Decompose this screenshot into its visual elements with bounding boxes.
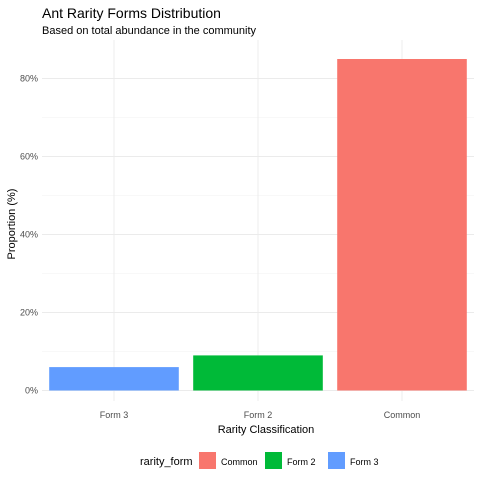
y-tick-label: 20%: [20, 308, 38, 318]
x-tick-label: Form 2: [244, 410, 273, 420]
bars: [49, 59, 467, 391]
bar-common: [337, 59, 467, 391]
y-tick-label: 0%: [25, 386, 38, 396]
x-tick-label: Common: [384, 410, 421, 420]
legend-label: Form 3: [350, 457, 379, 467]
legend-title: rarity_form: [140, 456, 193, 468]
legend-label: Common: [221, 457, 258, 467]
chart-title: Ant Rarity Forms Distribution: [42, 5, 221, 21]
legend-key-form-3: [328, 452, 345, 469]
legend: rarity_form Common Form 2 Form 3: [140, 452, 379, 469]
y-axis-ticks: 0% 20% 40% 60% 80%: [20, 74, 38, 396]
legend-key-common: [199, 452, 216, 469]
y-axis-title: Proportion (%): [6, 189, 18, 260]
bar-form-3: [49, 367, 179, 391]
bar-form-2: [193, 355, 323, 391]
y-tick-label: 40%: [20, 230, 38, 240]
legend-label: Form 2: [287, 457, 316, 467]
y-tick-label: 80%: [20, 74, 38, 84]
x-axis-title: Rarity Classification: [218, 424, 315, 436]
x-axis-ticks: Form 3 Form 2 Common: [100, 410, 421, 420]
legend-key-form-2: [265, 452, 282, 469]
y-tick-label: 60%: [20, 152, 38, 162]
x-tick-label: Form 3: [100, 410, 129, 420]
chart-subtitle: Based on total abundance in the communit…: [42, 25, 257, 37]
